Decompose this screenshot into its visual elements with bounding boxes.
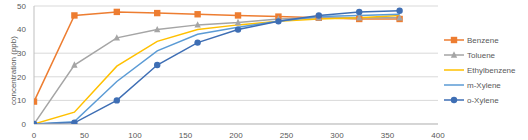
svg-text:50: 50	[17, 2, 26, 11]
svg-text:20: 20	[17, 73, 26, 82]
html-text:Ethylbenzene: Ethylbenzene	[467, 65, 516, 75]
svg-text:350: 350	[381, 131, 395, 140]
html-text:Toluene: Toluene	[467, 50, 495, 60]
svg-text:50: 50	[80, 131, 89, 140]
svg-text:40: 40	[17, 25, 26, 34]
svg-text:150: 150	[179, 131, 193, 140]
svg-text:0: 0	[22, 120, 27, 129]
svg-text:100: 100	[128, 131, 142, 140]
html-text:m-Xylene: m-Xylene	[467, 80, 501, 90]
svg-text:10: 10	[17, 96, 26, 105]
svg-text:0: 0	[32, 131, 37, 140]
svg-text:30: 30	[17, 49, 26, 58]
html-text:o-Xylene: o-Xylene	[467, 95, 499, 105]
svg-text:concentration (ppb): concentration (ppb)	[9, 36, 18, 105]
svg-text:200: 200	[229, 131, 243, 140]
svg-text:400: 400	[431, 131, 445, 140]
svg-text:300: 300	[330, 131, 344, 140]
svg-text:250: 250	[280, 131, 294, 140]
html-text:Benzene: Benzene	[467, 35, 499, 45]
